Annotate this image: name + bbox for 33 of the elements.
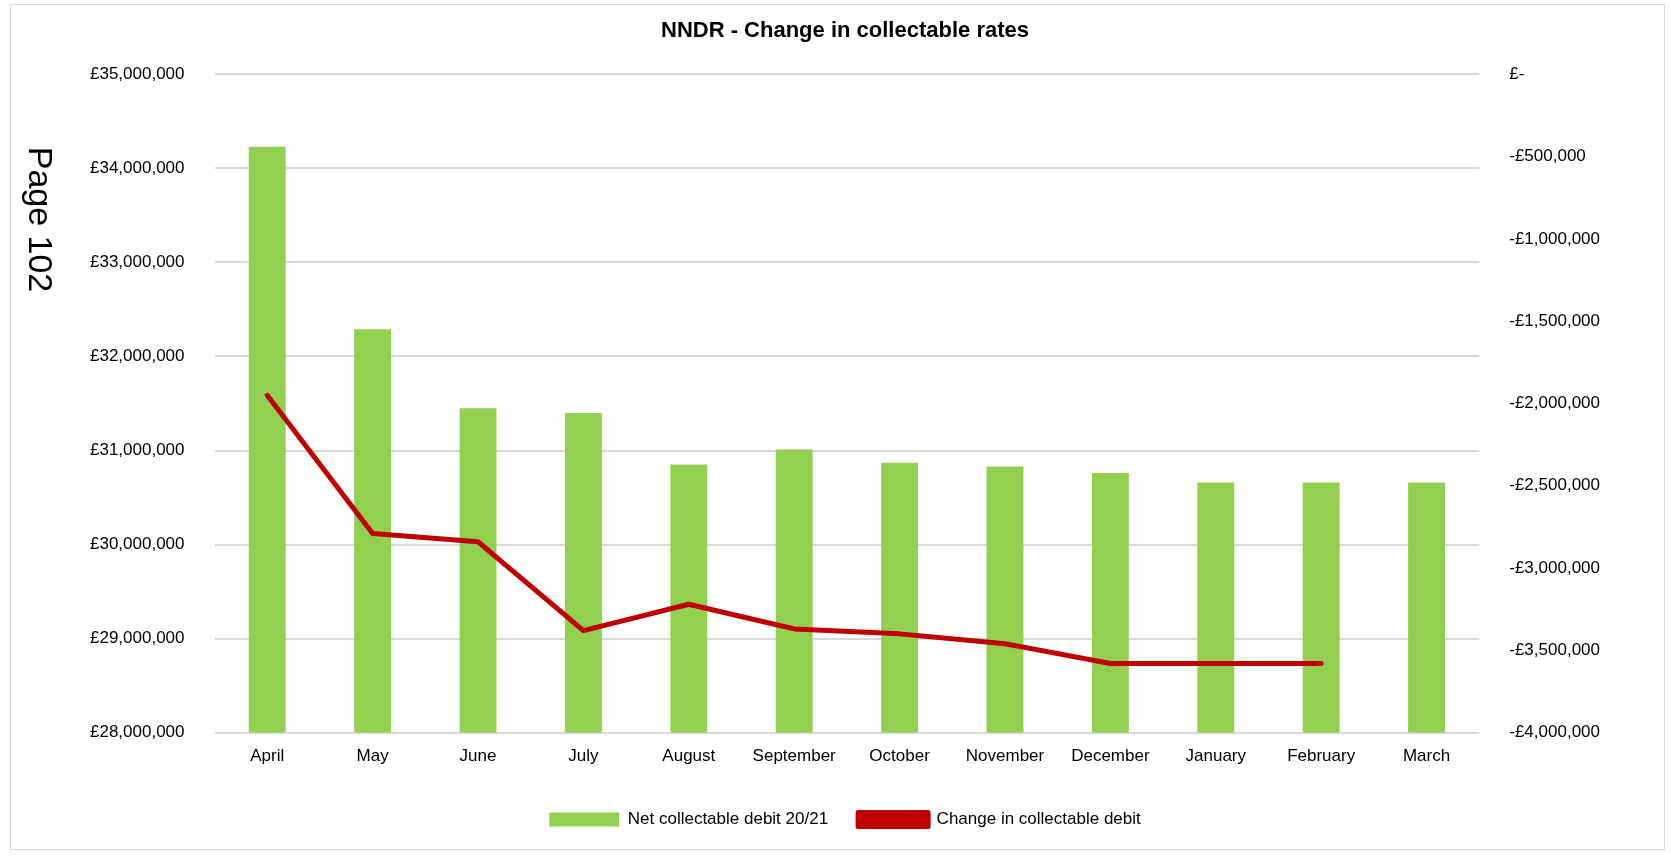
y2-tick-label: -£3,000,000: [1509, 557, 1601, 577]
chart-title: NNDR - Change in collectable rates: [661, 17, 1029, 43]
x-tick-label: September: [752, 746, 837, 766]
y2-tick-label: -£1,500,000: [1509, 310, 1601, 330]
x-tick-label: May: [356, 746, 390, 766]
y-tick-label: £31,000,000: [89, 440, 185, 460]
y-tick-label: £30,000,000: [89, 534, 185, 554]
y2-tick-label: -£4,000,000: [1509, 722, 1601, 742]
legend-label: Net collectable debit 20/21: [627, 809, 829, 829]
x-tick-label: January: [1185, 746, 1247, 766]
x-tick-label: June: [459, 746, 497, 766]
x-tick-label: December: [1071, 746, 1150, 766]
legend-label: Change in collectable debit: [936, 809, 1142, 829]
x-tick-label: July: [568, 746, 600, 766]
x-tick-label: August: [662, 746, 716, 766]
y-tick-label: £35,000,000: [89, 64, 185, 84]
x-tick-label: April: [250, 746, 285, 766]
y-tick-label: £28,000,000: [89, 722, 185, 742]
x-tick-label: November: [965, 746, 1045, 766]
x-tick-label: March: [1402, 746, 1451, 766]
text: Page 102: [20, 145, 60, 295]
y-tick-label: £33,000,000: [89, 252, 185, 272]
y2-tick-label: -£1,000,000: [1509, 228, 1601, 248]
y2-tick-label: -£2,500,000: [1509, 475, 1601, 495]
x-tick-label: February: [1287, 746, 1356, 766]
y-tick-label: £29,000,000: [89, 628, 185, 648]
x-tick-label: October: [869, 746, 931, 766]
y2-tick-label: -£500,000: [1509, 146, 1586, 166]
y2-tick-label: £-: [1509, 64, 1525, 84]
y-tick-label: £32,000,000: [89, 346, 185, 366]
y-tick-label: £34,000,000: [89, 158, 185, 178]
y2-tick-label: -£3,500,000: [1509, 640, 1601, 660]
y2-tick-label: -£2,000,000: [1509, 393, 1601, 413]
